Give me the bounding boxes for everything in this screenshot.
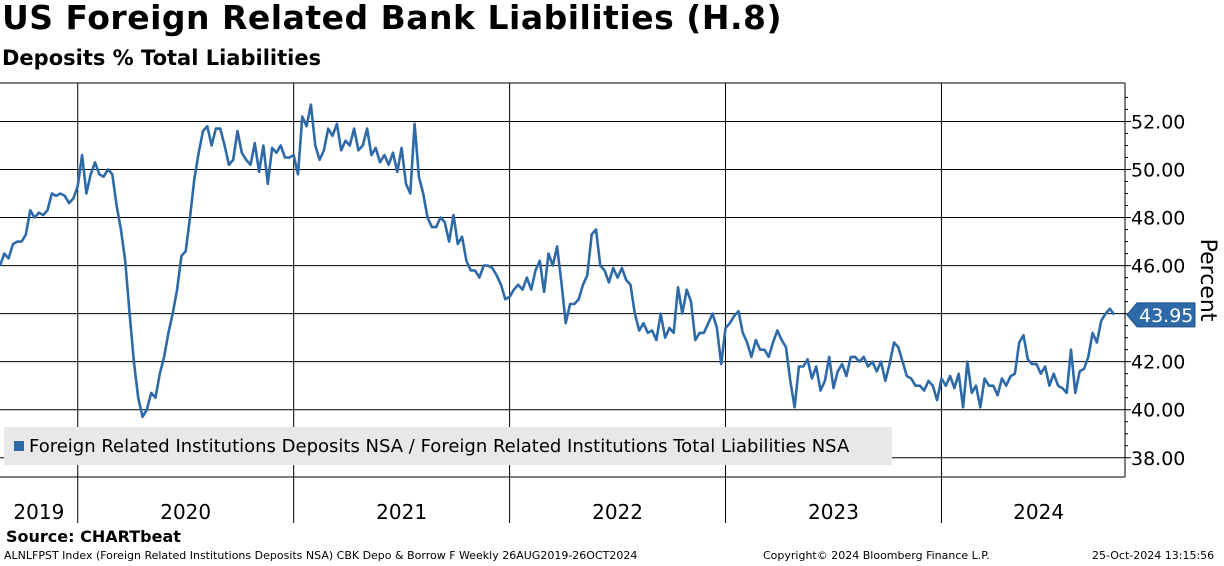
x-tick-label: 2023: [808, 500, 859, 524]
legend-swatch: [14, 441, 24, 451]
x-tick-label: 2024: [1013, 500, 1064, 524]
chart-subtitle: Deposits % Total Liabilities: [2, 46, 322, 70]
x-tick-label: 2022: [592, 500, 643, 524]
x-tick-label: 2019: [13, 500, 64, 524]
footer-copyright: Copyright© 2024 Bloomberg Finance L.P.: [763, 549, 990, 562]
y-tick-label: 42.00: [1131, 352, 1185, 374]
y-tick-label: 46.00: [1131, 256, 1185, 278]
last-value-badge: [1126, 302, 1196, 328]
y-tick-label: 52.00: [1131, 111, 1185, 133]
chart-title: US Foreign Related Bank Liabilities (H.8…: [2, 0, 783, 37]
x-tick-label: 2020: [160, 500, 211, 524]
legend: Foreign Related Institutions Deposits NS…: [4, 427, 892, 465]
footer-timestamp: 25-Oct-2024 13:15:56: [1092, 549, 1215, 562]
legend-label: Foreign Related Institutions Deposits NS…: [29, 436, 850, 457]
y-tick-label: 40.00: [1131, 400, 1185, 422]
y-tick-label: 38.00: [1131, 448, 1185, 470]
last-value-label: 43.95: [1139, 305, 1193, 327]
source-note: Source: CHARTbeat: [6, 527, 181, 546]
x-tick-label: 2021: [376, 500, 427, 524]
footer-ticker: ALNLFPST Index (Foreign Related Institut…: [4, 549, 638, 562]
y-axis-label: Percent: [1195, 239, 1220, 322]
y-tick-label: 50.00: [1131, 159, 1185, 181]
series-line: [0, 103, 1116, 419]
y-tick-label: 48.00: [1131, 208, 1185, 230]
